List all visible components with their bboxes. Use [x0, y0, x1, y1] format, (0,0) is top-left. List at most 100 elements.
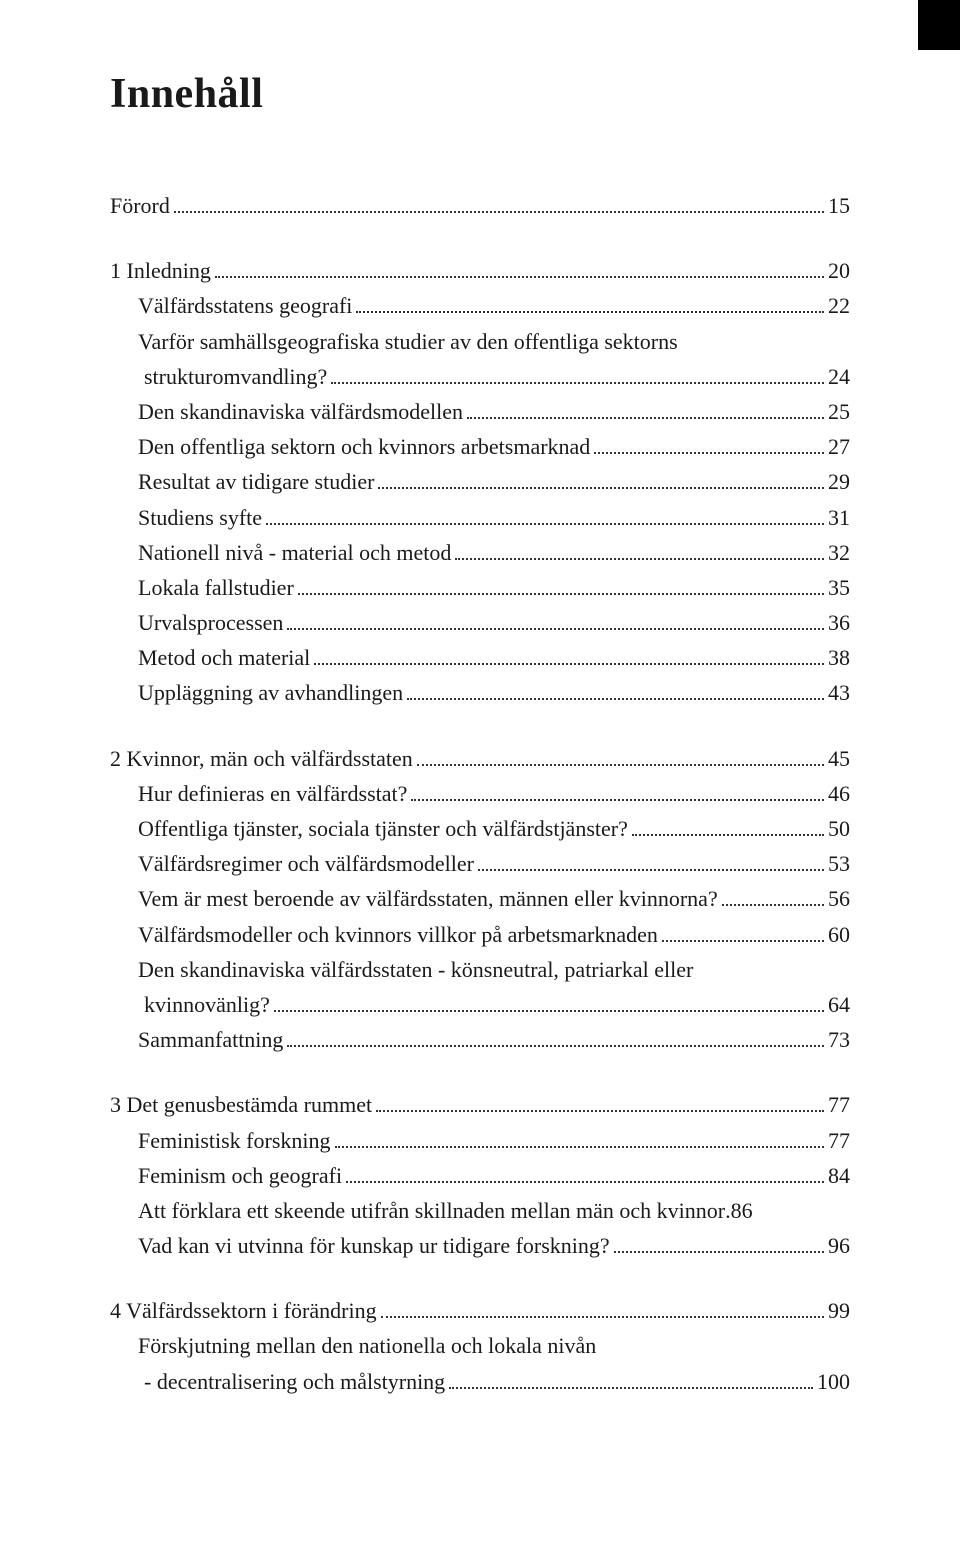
toc-label: kvinnovänlig?: [144, 987, 270, 1022]
toc-label: Vad kan vi utvinna för kunskap ur tidiga…: [138, 1228, 610, 1263]
toc-label: strukturomvandling?: [144, 359, 327, 394]
leader-dots: [662, 940, 824, 942]
toc-row: Nationell nivå - material och metod 32: [110, 535, 850, 570]
toc-row: 1 Inledning 20: [110, 253, 850, 288]
toc-page: 46: [828, 776, 850, 811]
toc-page: 20: [828, 253, 850, 288]
toc-page: 32: [828, 535, 850, 570]
toc-label: Varför samhällsgeografiska studier av de…: [138, 324, 678, 359]
toc-row: Välfärdsregimer och välfärdsmodeller 53: [110, 846, 850, 881]
leader-dots: [722, 904, 824, 906]
toc-label: Lokala fallstudier: [138, 570, 294, 605]
page-title: Innehåll: [110, 70, 850, 118]
toc-page: 27: [828, 429, 850, 464]
toc-label: Välfärdsmodeller och kvinnors villkor på…: [138, 917, 658, 952]
toc-row: Feminism och geografi 84: [110, 1158, 850, 1193]
toc-label: Den skandinaviska välfärdsstaten - könsn…: [138, 952, 693, 987]
leader-dots: [346, 1181, 824, 1183]
page: Innehåll Förord 15 1 Inledning 20 Välfär…: [0, 0, 960, 1551]
toc-label: Studiens syfte: [138, 500, 262, 535]
toc-row: 4 Välfärdssektorn i förändring 99: [110, 1293, 850, 1328]
leader-dots: [632, 834, 824, 836]
toc-page: 56: [828, 881, 850, 916]
toc-label: Feministisk forskning: [138, 1123, 331, 1158]
toc-row: Lokala fallstudier 35: [110, 570, 850, 605]
toc-row: Uppläggning av avhandlingen 43: [110, 675, 850, 710]
leader-dots: [417, 764, 824, 766]
toc-label: 2 Kvinnor, män och välfärdsstaten: [110, 741, 413, 776]
leader-dots: [356, 311, 824, 313]
leader-dots: [287, 1045, 824, 1047]
toc-label: 4 Välfärdssektorn i förändring: [110, 1293, 377, 1328]
leader-dots: [331, 382, 824, 384]
toc-row-wrap-line2: - decentralisering och målstyrning 100: [110, 1364, 850, 1399]
toc-row: Resultat av tidigare studier 29: [110, 464, 850, 499]
toc-label: Feminism och geografi: [138, 1158, 342, 1193]
toc-row: Hur definieras en välfärdsstat? 46: [110, 776, 850, 811]
toc-row-wrap-line1: Förskjutning mellan den nationella och l…: [110, 1328, 850, 1363]
toc-page: 38: [828, 640, 850, 675]
leader-dots: [298, 593, 824, 595]
leader-dots: [376, 1110, 824, 1112]
toc-page: .86: [725, 1193, 753, 1228]
leader-dots: [215, 276, 824, 278]
leader-dots: [266, 523, 824, 525]
toc-page: 64: [828, 987, 850, 1022]
toc-page: 43: [828, 675, 850, 710]
toc-row: Feministisk forskning 77: [110, 1123, 850, 1158]
toc-row: Urvalsprocessen 36: [110, 605, 850, 640]
toc-page: 35: [828, 570, 850, 605]
toc-page: 22: [828, 288, 850, 323]
leader-dots: [467, 417, 824, 419]
toc-page: 60: [828, 917, 850, 952]
toc-label: Hur definieras en välfärdsstat?: [138, 776, 407, 811]
toc-label: Att förklara ett skeende utifrån skillna…: [138, 1193, 725, 1228]
toc-page: 24: [828, 359, 850, 394]
toc-row: Studiens syfte 31: [110, 500, 850, 535]
toc-label: Välfärdsregimer och välfärdsmodeller: [138, 846, 474, 881]
toc-row: Offentliga tjänster, sociala tjänster oc…: [110, 811, 850, 846]
leader-dots: [478, 869, 824, 871]
toc-page: 53: [828, 846, 850, 881]
corner-mark: [918, 0, 960, 50]
toc-label: Uppläggning av avhandlingen: [138, 675, 403, 710]
toc-label: Sammanfattning: [138, 1022, 283, 1057]
toc-row: Den skandinaviska välfärdsmodellen 25: [110, 394, 850, 429]
toc-page: 96: [828, 1228, 850, 1263]
toc-label: 3 Det genusbestämda rummet: [110, 1087, 372, 1122]
toc-label: Urvalsprocessen: [138, 605, 283, 640]
toc-row: Välfärdsstatens geografi 22: [110, 288, 850, 323]
leader-dots: [455, 558, 824, 560]
toc-page: 29: [828, 464, 850, 499]
toc-page: 84: [828, 1158, 850, 1193]
toc-row: Vem är mest beroende av välfärdsstaten, …: [110, 881, 850, 916]
leader-dots: [381, 1316, 824, 1318]
toc-row: Vad kan vi utvinna för kunskap ur tidiga…: [110, 1228, 850, 1263]
toc-page: 45: [828, 741, 850, 776]
toc-label: Den offentliga sektorn och kvinnors arbe…: [138, 429, 590, 464]
toc-label: Offentliga tjänster, sociala tjänster oc…: [138, 811, 628, 846]
toc-page: 77: [828, 1123, 850, 1158]
leader-dots: [287, 628, 824, 630]
toc-page: 31: [828, 500, 850, 535]
toc-block-2: 2 Kvinnor, män och välfärdsstaten 45 Hur…: [110, 741, 850, 1058]
table-of-contents: Förord 15 1 Inledning 20 Välfärdsstatens…: [110, 188, 850, 1399]
toc-label: Resultat av tidigare studier: [138, 464, 374, 499]
toc-label: Nationell nivå - material och metod: [138, 535, 451, 570]
toc-page: 99: [828, 1293, 850, 1328]
toc-row: Sammanfattning 73: [110, 1022, 850, 1057]
toc-page: 36: [828, 605, 850, 640]
toc-label: - decentralisering och målstyrning: [144, 1364, 445, 1399]
toc-row: 2 Kvinnor, män och välfärdsstaten 45: [110, 741, 850, 776]
toc-page: 15: [828, 188, 850, 223]
leader-dots: [449, 1387, 813, 1389]
toc-row: Metod och material 38: [110, 640, 850, 675]
leader-dots: [274, 1010, 824, 1012]
toc-row: 3 Det genusbestämda rummet 77: [110, 1087, 850, 1122]
leader-dots: [594, 452, 824, 454]
toc-page: 77: [828, 1087, 850, 1122]
leader-dots: [378, 487, 824, 489]
toc-block-forord: Förord 15: [110, 188, 850, 223]
toc-row-wrap-line1: Varför samhällsgeografiska studier av de…: [110, 324, 850, 359]
toc-row-wrap-line1: Den skandinaviska välfärdsstaten - könsn…: [110, 952, 850, 987]
